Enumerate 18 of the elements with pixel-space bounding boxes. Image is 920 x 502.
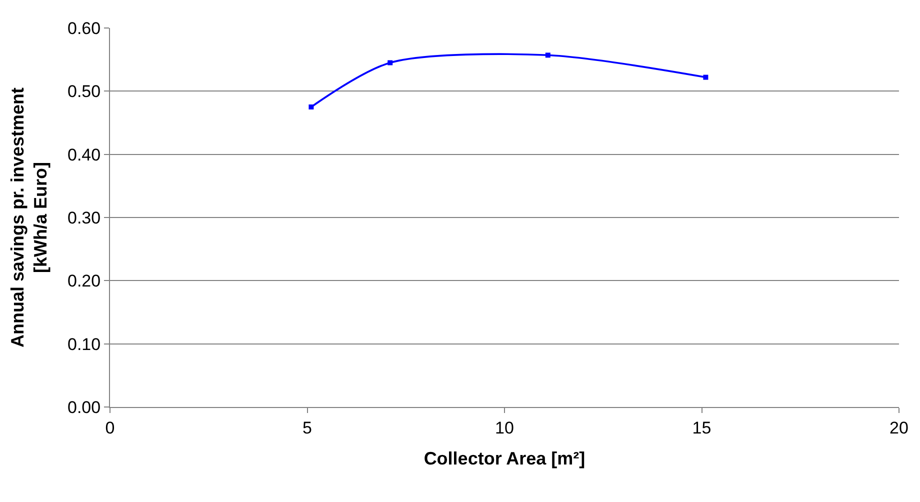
x-tick-label: 10 [495, 418, 514, 438]
x-tick-label: 0 [105, 418, 115, 438]
y-tick-label: 0.10 [68, 334, 101, 354]
y-tick-label: 0.40 [68, 145, 101, 164]
point [388, 60, 393, 66]
point [308, 104, 314, 110]
x-axis-title: Collector Area [m²] [424, 448, 586, 468]
point [545, 52, 550, 58]
y-tick-label: 0.30 [68, 208, 101, 228]
x-tick-label: 15 [692, 418, 712, 438]
y-axis-title: Annual savings pr. investment [kWh/a Euro] [7, 87, 51, 348]
x-tick-label: 20 [890, 418, 908, 438]
y-tick-label: 0.60 [68, 18, 101, 38]
point [703, 74, 708, 80]
y-tick-label: 0.50 [68, 82, 101, 102]
x-tick-label: 5 [302, 418, 312, 438]
y-tick-label: 0.20 [68, 272, 101, 291]
y-tick-label: 0.00 [68, 398, 101, 417]
